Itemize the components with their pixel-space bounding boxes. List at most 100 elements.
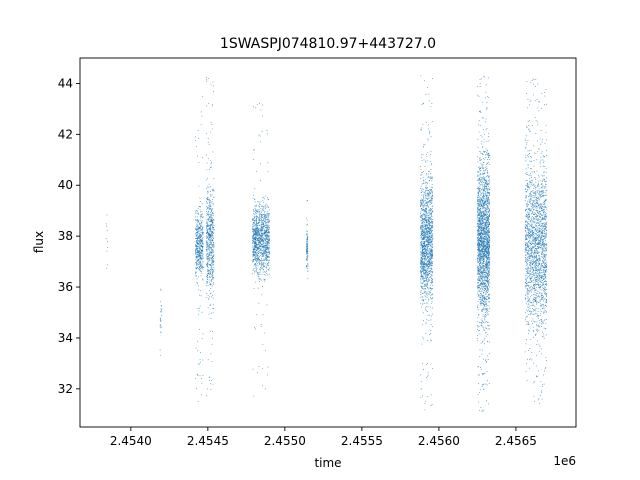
data-point [212, 272, 214, 274]
data-point [199, 363, 201, 365]
data-point [484, 201, 485, 203]
data-point [427, 272, 428, 274]
data-point [206, 203, 208, 204]
data-point [265, 226, 267, 228]
data-point [422, 336, 423, 338]
data-point [423, 237, 425, 239]
data-point [481, 268, 482, 270]
data-point [259, 263, 260, 264]
data-point [210, 167, 211, 168]
data-point [206, 223, 208, 225]
data-point [424, 218, 425, 220]
data-point [488, 203, 490, 205]
data-point [426, 230, 428, 232]
data-point [421, 275, 423, 277]
data-point [252, 254, 254, 256]
data-point [196, 253, 198, 255]
data-point [424, 250, 426, 252]
data-point [254, 216, 256, 218]
data-point [481, 258, 483, 260]
data-point [431, 253, 432, 255]
data-point [201, 241, 203, 242]
data-point [266, 255, 267, 257]
data-point [427, 255, 429, 257]
data-point [421, 214, 422, 216]
data-point [307, 263, 309, 264]
data-point [252, 229, 254, 231]
data-point [488, 180, 489, 182]
data-point [266, 224, 267, 226]
data-point [207, 273, 209, 275]
data-point [261, 253, 263, 254]
data-point [477, 156, 478, 158]
data-point [430, 237, 432, 238]
data-point [423, 213, 425, 215]
data-point [197, 228, 199, 230]
data-point [254, 263, 256, 264]
data-point [211, 274, 213, 276]
data-point [482, 260, 484, 261]
data-point [478, 277, 480, 279]
data-point [209, 228, 211, 229]
data-point [208, 102, 209, 104]
data-point [210, 204, 212, 206]
data-point [201, 258, 202, 259]
data-point [488, 260, 490, 262]
data-point [201, 219, 203, 221]
data-point [484, 288, 486, 290]
data-point [207, 265, 209, 267]
data-point [483, 286, 485, 288]
data-point [256, 261, 258, 263]
data-point [431, 240, 432, 242]
data-point [430, 290, 432, 292]
data-point [420, 204, 422, 206]
data-point [482, 245, 484, 247]
data-point [267, 229, 269, 231]
data-point [267, 248, 269, 250]
data-point [197, 256, 199, 258]
data-point [258, 134, 260, 136]
data-point [480, 222, 482, 223]
data-point [487, 172, 489, 174]
data-point [262, 344, 264, 345]
data-point [206, 281, 207, 283]
data-point [268, 207, 270, 209]
data-point [265, 241, 267, 242]
data-point [429, 229, 431, 230]
data-point [263, 237, 265, 239]
data-point [426, 293, 428, 294]
data-point [253, 240, 255, 242]
data-point [264, 246, 266, 248]
data-point [423, 243, 424, 244]
data-point [196, 240, 197, 242]
data-point [207, 191, 208, 192]
data-point [479, 301, 481, 303]
data-point [422, 258, 424, 260]
data-point [261, 258, 262, 259]
data-point [425, 248, 427, 250]
data-point [160, 308, 162, 310]
data-point [427, 190, 429, 192]
data-point [200, 250, 202, 251]
data-point [255, 237, 257, 239]
data-point [253, 235, 255, 237]
data-point [213, 254, 215, 256]
data-point [427, 281, 428, 283]
data-point [429, 230, 431, 231]
data-point [431, 315, 432, 317]
data-point [256, 234, 258, 236]
data-point [255, 210, 257, 212]
data-point [254, 240, 256, 242]
data-point [481, 300, 483, 301]
data-point [255, 225, 257, 227]
data-point [261, 238, 263, 240]
data-point [261, 246, 263, 247]
data-point [213, 307, 215, 309]
data-point [429, 210, 431, 212]
data-point [268, 263, 270, 265]
data-point [254, 198, 256, 200]
data-point [424, 291, 426, 293]
data-point [430, 161, 432, 162]
data-point [257, 201, 259, 203]
data-point [266, 212, 268, 214]
